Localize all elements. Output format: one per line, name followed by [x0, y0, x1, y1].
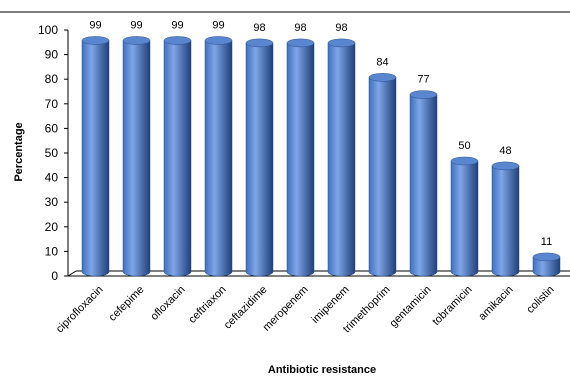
bar-body — [491, 165, 520, 277]
bar-body — [409, 94, 438, 277]
bar-cefepime — [122, 36, 151, 277]
x-axis-title: Antibiotic resistance — [268, 364, 376, 376]
bar-body — [327, 42, 356, 277]
bar-body — [245, 42, 274, 277]
bar-top — [327, 38, 356, 48]
bar-body — [81, 40, 110, 277]
category-label: ofloxacin — [148, 284, 187, 323]
bar-ceftazidime — [245, 38, 274, 277]
y-axis — [64, 29, 69, 277]
bar-top — [409, 90, 438, 99]
bar-body — [122, 40, 151, 277]
bar-body — [286, 42, 315, 277]
category-label: ceftriaxon — [186, 284, 228, 326]
data-label: 99 — [212, 19, 224, 31]
data-label: 98 — [335, 22, 347, 34]
y-tick-label: 30 — [45, 195, 59, 209]
category-label: tobramicin — [430, 284, 474, 328]
y-tick-label: 100 — [38, 23, 58, 37]
data-label: 99 — [171, 19, 183, 31]
y-tick-label: 90 — [45, 48, 59, 62]
data-label: 99 — [89, 19, 101, 31]
bar-tobramicin — [450, 156, 479, 277]
data-label: 50 — [458, 140, 470, 152]
data-label: 98 — [253, 22, 265, 34]
bar-amikacin — [491, 161, 520, 277]
bar-top — [368, 73, 397, 82]
bar-body — [204, 40, 233, 277]
bar-top — [163, 36, 192, 45]
category-label: colistin — [524, 284, 556, 316]
category-label: amikacin — [476, 284, 515, 323]
bar-top — [245, 38, 274, 48]
bars — [81, 36, 561, 277]
data-label: 98 — [294, 22, 306, 34]
y-tick-labels: 0 10 20 30 40 50 60 70 80 90 100 — [38, 23, 58, 283]
y-tick-label: 20 — [45, 220, 59, 234]
bar-ofloxacin — [163, 36, 192, 277]
bar-colistin — [532, 252, 561, 277]
y-tick-label: 50 — [45, 146, 59, 160]
data-label: 48 — [499, 145, 511, 157]
bar-gentamicin — [409, 90, 438, 277]
bar-ceftriaxon — [204, 36, 233, 277]
bar-body — [450, 160, 479, 277]
y-tick-label: 0 — [51, 269, 58, 283]
y-tick-label: 60 — [45, 121, 59, 135]
bar-top — [532, 252, 561, 262]
y-axis-title: Percentage — [13, 122, 25, 181]
bar-top — [122, 36, 151, 45]
data-labels: 99 99 99 99 98 98 98 84 77 50 48 11 — [89, 19, 552, 247]
bar-meropenem — [286, 38, 315, 277]
category-label: imipenem — [309, 284, 351, 326]
bar-top — [450, 156, 479, 166]
bar-body — [368, 77, 397, 277]
category-label: gentamicin — [388, 284, 434, 330]
floor-depth-line — [67, 270, 77, 277]
data-label: 77 — [417, 74, 429, 86]
bar-imipenem — [327, 38, 356, 277]
bar-top — [81, 36, 110, 45]
data-label: 84 — [376, 56, 388, 68]
category-label: ciprofloxacin — [54, 284, 106, 336]
bar-top — [286, 38, 315, 48]
y-tick-label: 40 — [45, 171, 59, 185]
data-label: 11 — [541, 236, 552, 248]
bar-top — [204, 36, 233, 45]
y-tick-label: 10 — [45, 244, 59, 258]
y-tick-label: 80 — [45, 72, 59, 86]
data-label: 99 — [130, 19, 142, 31]
y-tick-label: 70 — [45, 97, 59, 111]
bar-body — [163, 40, 192, 277]
bar-top — [491, 161, 520, 171]
bar-body — [532, 256, 561, 277]
category-label: cefepime — [107, 284, 147, 324]
bar-trimethoprim — [368, 73, 397, 277]
bar-ciprofloxacin — [81, 36, 110, 277]
category-labels: ciprofloxacin cefepime ofloxacinceftriaxon… — [54, 284, 557, 336]
